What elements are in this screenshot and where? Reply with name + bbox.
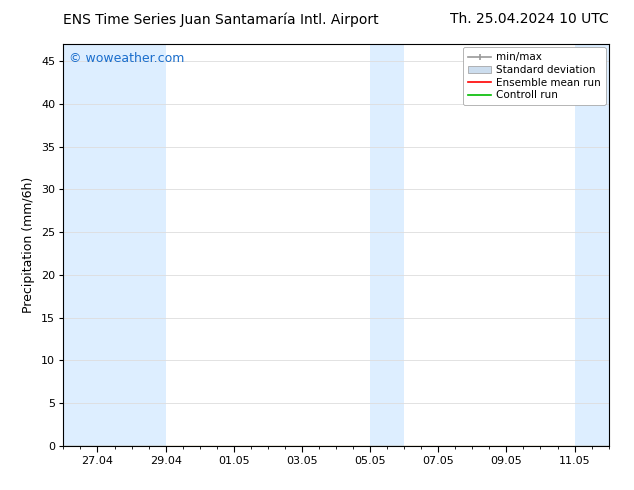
Bar bbox=[63, 44, 165, 446]
Text: Th. 25.04.2024 10 UTC: Th. 25.04.2024 10 UTC bbox=[450, 12, 609, 26]
Text: ENS Time Series Juan Santamaría Intl. Airport: ENS Time Series Juan Santamaría Intl. Ai… bbox=[63, 12, 379, 27]
Bar bbox=[370, 44, 404, 446]
Text: © woweather.com: © woweather.com bbox=[69, 52, 184, 65]
Bar bbox=[574, 44, 609, 446]
Legend: min/max, Standard deviation, Ensemble mean run, Controll run: min/max, Standard deviation, Ensemble me… bbox=[463, 47, 605, 105]
Y-axis label: Precipitation (mm/6h): Precipitation (mm/6h) bbox=[22, 177, 36, 313]
